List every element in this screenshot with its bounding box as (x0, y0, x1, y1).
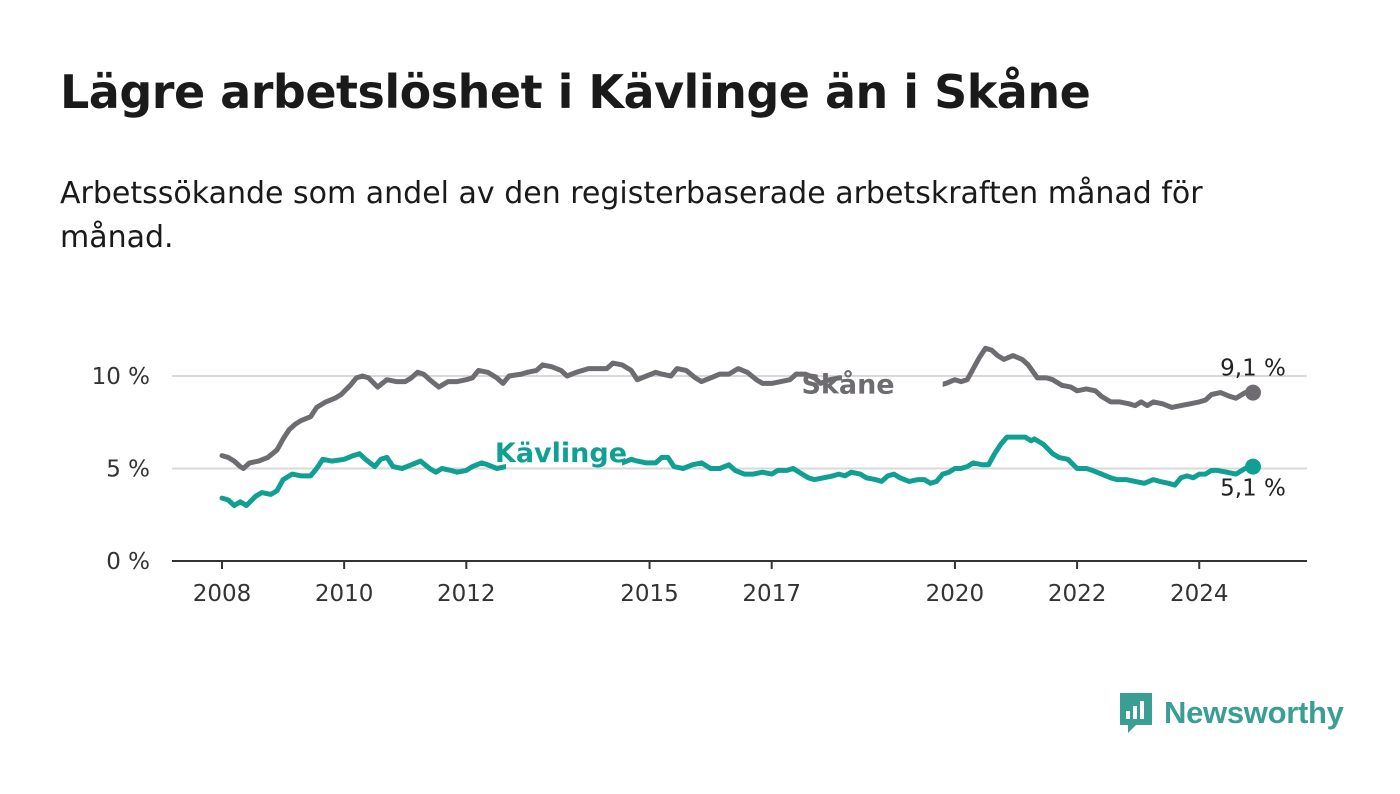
y-tick-label: 5 % (106, 457, 150, 483)
chart-title: Lägre arbetslöshet i Kävlinge än i Skåne (60, 65, 1091, 119)
x-tick-label: 2017 (742, 581, 801, 607)
x-tick-label: 2010 (315, 581, 374, 607)
x-tick-label: 2008 (193, 581, 252, 607)
line-chart: 0 %5 %10 % 2008 2010 2012 2015 2017 2020 2022 2… (92, 345, 1307, 607)
chart-subtitle: Arbetssökande som andel av den registerb… (60, 176, 1203, 255)
y-axis: 0 % 5 % 10 % (92, 364, 1307, 575)
end-value-label-skane: 9,1 % (1220, 356, 1286, 382)
series-line-kavlinge (219, 434, 1256, 508)
x-tick-label: 2024 (1170, 581, 1229, 607)
y-tick-label: 10 % (92, 364, 150, 390)
y-tick-label: 0 % (106, 549, 150, 575)
x-axis: 2008 2010 2012 2015 2017 2020 2022 2024 (193, 561, 1229, 607)
end-point-skane (1245, 384, 1261, 401)
series-label-skane: Skåne (801, 369, 894, 401)
series-line-skane (219, 345, 1256, 471)
end-value-label-kavlinge: 5,1 % (1220, 476, 1286, 502)
x-tick-label: 2022 (1048, 581, 1107, 607)
newsworthy-logo-icon (1120, 693, 1152, 733)
x-tick-label: 2012 (437, 581, 496, 607)
x-tick-label: 2020 (926, 581, 985, 607)
x-tick-label: 2015 (620, 581, 679, 607)
brand-name: Newsworthy (1164, 695, 1344, 730)
series-label-kavlinge: Kävlinge (495, 438, 627, 469)
end-point-kavlinge (1245, 458, 1261, 475)
newsworthy-logo[interactable]: Newsworthy (1118, 690, 1344, 736)
